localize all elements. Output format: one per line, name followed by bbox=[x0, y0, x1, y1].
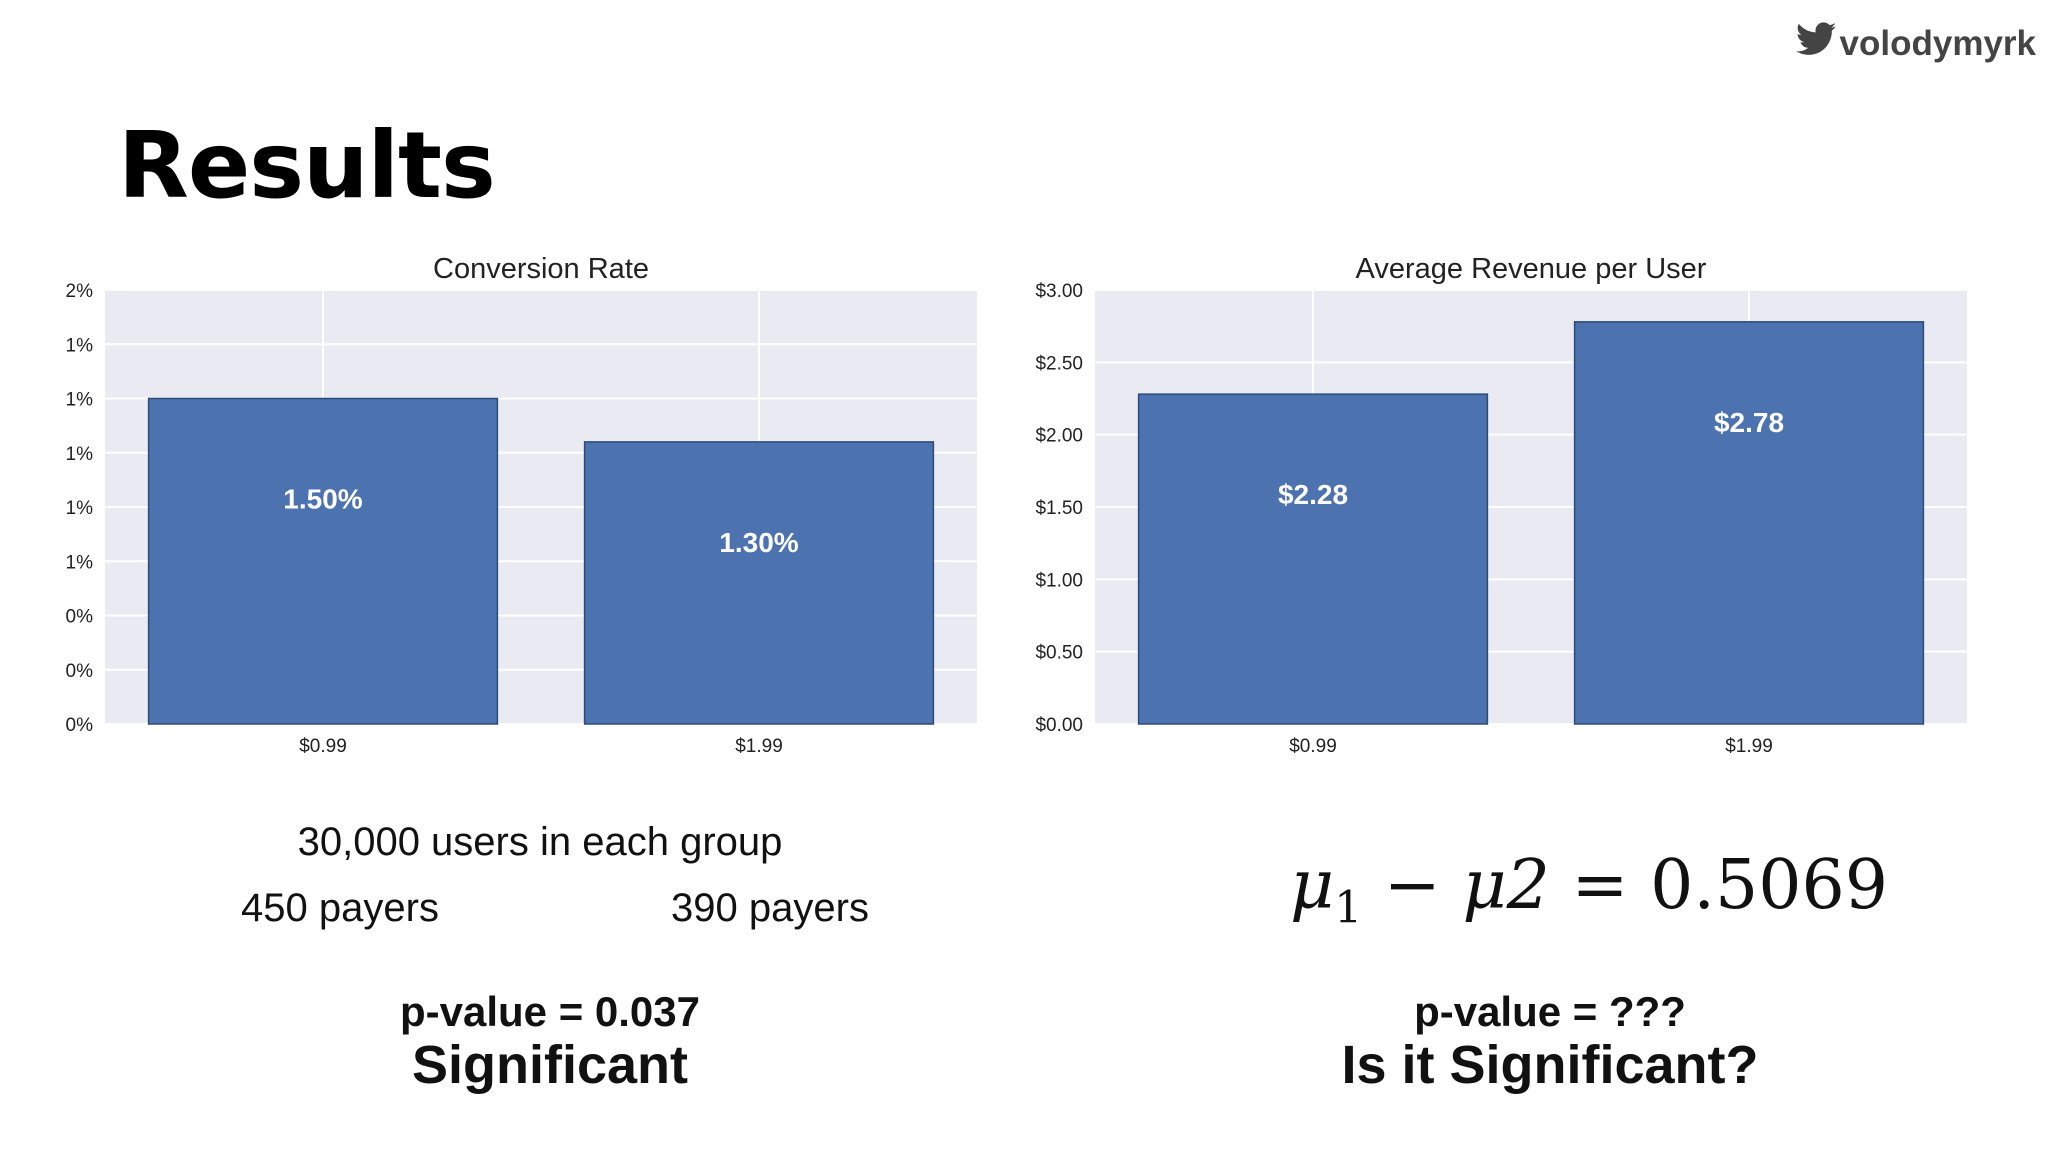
conversion-x-tick-label: $0.99 bbox=[299, 736, 347, 757]
conversion-bar-value-label: 1.50% bbox=[283, 484, 362, 515]
conversion-bar bbox=[583, 441, 935, 725]
arpu-bar bbox=[1137, 393, 1489, 725]
conversion-y-tick-label: 1% bbox=[66, 335, 94, 356]
twitter-handle-text: volodymyrk bbox=[1839, 23, 2036, 63]
formula-mu2: μ bbox=[1462, 846, 1507, 925]
conversion-y-tick-label: 1% bbox=[66, 390, 94, 411]
arpu-title: Average Revenue per User bbox=[1356, 253, 1707, 285]
right-verdict: Is it Significant? bbox=[1341, 1035, 1759, 1095]
arpu-y-tick-label: $0.50 bbox=[1035, 643, 1083, 664]
twitter-bird-icon bbox=[1795, 22, 1836, 65]
arpu-y-tick-label: $3.00 bbox=[1035, 281, 1083, 302]
formula-equals: = bbox=[1571, 846, 1629, 925]
formula-mu2-tail: 2 bbox=[1506, 846, 1550, 925]
payers-b-label: 390 payers bbox=[671, 886, 869, 930]
conversion-title: Conversion Rate bbox=[433, 253, 649, 285]
conversion-y-tick-label: 2% bbox=[66, 281, 94, 302]
conversion-bar bbox=[147, 397, 499, 725]
formula-value: 0.5069 bbox=[1650, 846, 1889, 925]
conversion-bar-value-label: 1.30% bbox=[719, 527, 798, 558]
conversion-y-tick-label: 0% bbox=[66, 715, 94, 736]
conversion-y-tick-label: 0% bbox=[66, 607, 94, 628]
arpu-bar bbox=[1573, 321, 1925, 725]
left-p-value: p-value = 0.037 bbox=[399, 988, 700, 1035]
arpu-y-tick-label: $2.00 bbox=[1035, 426, 1083, 447]
left-verdict: Significant bbox=[411, 1035, 688, 1095]
arpu-x-tick-label: $1.99 bbox=[1725, 736, 1773, 757]
arpu-chart: $0.00 $0.50 $1.00 $1.50 $2.00 $2.50 $3.00 $2.28… bbox=[1035, 253, 1967, 757]
conversion-rate-chart: 0% 0% 0% 1% 1% 1% 1% 1% 2% 1.50% $0.99 1.30% $1.99 Co… bbox=[66, 253, 977, 757]
arpu-y-tick-label: $1.00 bbox=[1035, 570, 1083, 591]
users-caption: 30,000 users in each group bbox=[297, 820, 783, 864]
twitter-handle: volodymyrk bbox=[1795, 22, 2036, 65]
arpu-y-tick-label: $2.50 bbox=[1035, 353, 1083, 374]
formula-mu1-sub: 1 bbox=[1334, 882, 1363, 934]
conversion-y-tick-label: 1% bbox=[66, 552, 94, 573]
arpu-bar-value-label: $2.28 bbox=[1278, 479, 1348, 510]
conversion-y-tick-label: 1% bbox=[66, 444, 94, 465]
arpu-bar-value-label: $2.78 bbox=[1714, 407, 1784, 438]
conversion-y-tick-label: 1% bbox=[66, 498, 94, 519]
right-p-value: p-value = ??? bbox=[1414, 988, 1686, 1035]
mean-difference-formula: μ1 − μ2 = 0.5069 bbox=[1290, 846, 1888, 934]
formula-minus: − bbox=[1383, 846, 1441, 925]
payers-a-label: 450 payers bbox=[241, 886, 439, 930]
arpu-x-tick-label: $0.99 bbox=[1289, 736, 1337, 757]
arpu-y-tick-label: $1.50 bbox=[1035, 498, 1083, 519]
slide-title: Results bbox=[118, 112, 496, 219]
conversion-y-tick-label: 0% bbox=[66, 661, 94, 682]
conversion-x-tick-label: $1.99 bbox=[735, 736, 783, 757]
formula-mu1: μ bbox=[1290, 846, 1335, 925]
arpu-y-tick-label: $0.00 bbox=[1035, 715, 1083, 736]
